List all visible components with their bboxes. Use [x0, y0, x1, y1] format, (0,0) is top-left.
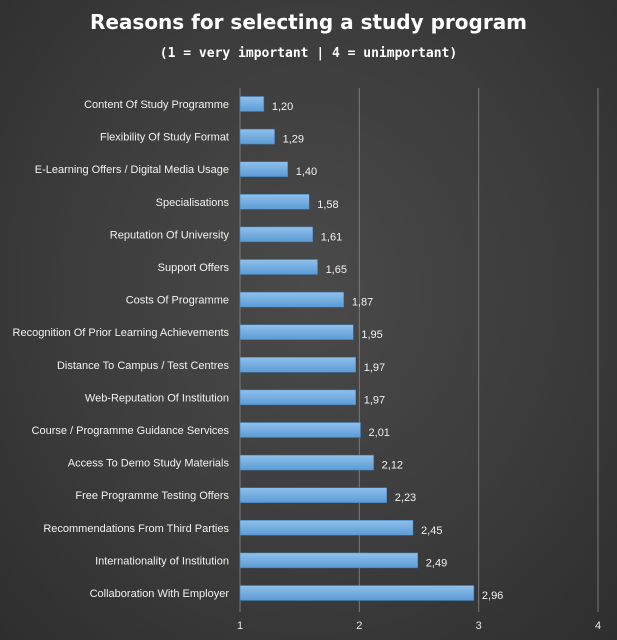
value-label: 1,87 — [352, 297, 373, 309]
bar — [239, 389, 357, 406]
bar — [239, 161, 288, 177]
value-label: 2,23 — [395, 492, 416, 504]
category-label: Distance To Campus / Test Centres — [57, 360, 230, 372]
bar — [239, 520, 414, 536]
bar — [239, 487, 388, 503]
bar — [239, 259, 318, 275]
value-label: 2,45 — [421, 525, 442, 537]
x-tick-label: 3 — [476, 620, 482, 632]
value-label: 1,40 — [296, 166, 317, 178]
x-tick-label: 2 — [356, 620, 362, 632]
bar — [239, 194, 310, 210]
bar — [239, 291, 345, 308]
value-label: 1,65 — [326, 264, 347, 276]
category-label: Recognition Of Prior Learning Achievemen… — [13, 327, 230, 339]
x-tick-label: 4 — [595, 620, 601, 632]
value-label: 2,12 — [382, 460, 403, 472]
bar — [239, 552, 419, 569]
labels: 1 2 3 4 Content Of Study Programme 1,20 Flexib… — [13, 99, 602, 632]
value-label: 1,95 — [361, 329, 382, 341]
category-label: Flexibility Of Study Format — [100, 132, 229, 144]
value-label: 2,49 — [426, 557, 447, 569]
chart-title: Reasons for selecting a study program — [89, 10, 528, 34]
category-label: Support Offers — [158, 262, 230, 274]
bar — [239, 357, 357, 373]
bar — [239, 96, 265, 112]
category-label: Specialisations — [156, 197, 230, 209]
category-label: Recommendations From Third Parties — [43, 523, 229, 535]
category-label: Content Of Study Programme — [84, 99, 229, 111]
category-label: Free Programme Testing Offers — [75, 490, 229, 502]
value-label: 1,97 — [364, 362, 385, 374]
x-tick-label: 1 — [237, 620, 243, 632]
value-label: 1,29 — [283, 134, 304, 146]
value-label: 2,96 — [482, 590, 503, 602]
value-label: 1,97 — [364, 394, 385, 406]
bar — [239, 585, 475, 601]
category-label: Reputation Of University — [110, 229, 230, 241]
category-label: Web-Reputation Of Institution — [85, 392, 229, 404]
bar — [239, 454, 374, 471]
category-label: Costs Of Programme — [126, 295, 229, 307]
bar — [239, 128, 275, 145]
value-label: 1,58 — [317, 199, 338, 211]
category-label: Collaboration With Employer — [90, 588, 230, 600]
value-label: 1,20 — [272, 101, 293, 113]
value-label: 1,61 — [321, 231, 342, 243]
bar — [239, 422, 361, 438]
bar — [239, 226, 314, 243]
category-label: Internationality of Institution — [95, 555, 229, 567]
category-label: E-Learning Offers / Digital Media Usage — [35, 164, 229, 176]
category-label: Course / Programme Guidance Services — [32, 425, 230, 437]
chart-subtitle: (1 = very important | 4 = unimportant) — [159, 46, 458, 61]
bar — [239, 324, 354, 340]
value-label: 2,01 — [369, 427, 390, 439]
bars — [239, 96, 475, 601]
category-label: Access To Demo Study Materials — [68, 458, 230, 470]
